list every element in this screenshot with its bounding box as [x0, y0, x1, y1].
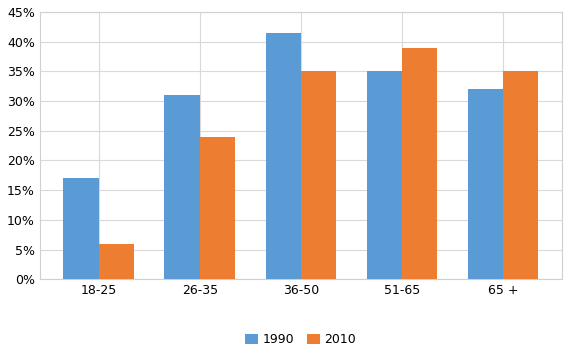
Legend: 1990, 2010: 1990, 2010 — [241, 328, 361, 349]
Bar — [468, 89, 503, 279]
Bar — [402, 47, 437, 279]
Bar — [366, 71, 402, 279]
Bar — [99, 244, 134, 279]
Bar — [503, 71, 538, 279]
Bar — [164, 95, 200, 279]
Bar — [63, 178, 99, 279]
Bar — [301, 71, 336, 279]
Bar — [200, 137, 235, 279]
Bar — [266, 33, 301, 279]
